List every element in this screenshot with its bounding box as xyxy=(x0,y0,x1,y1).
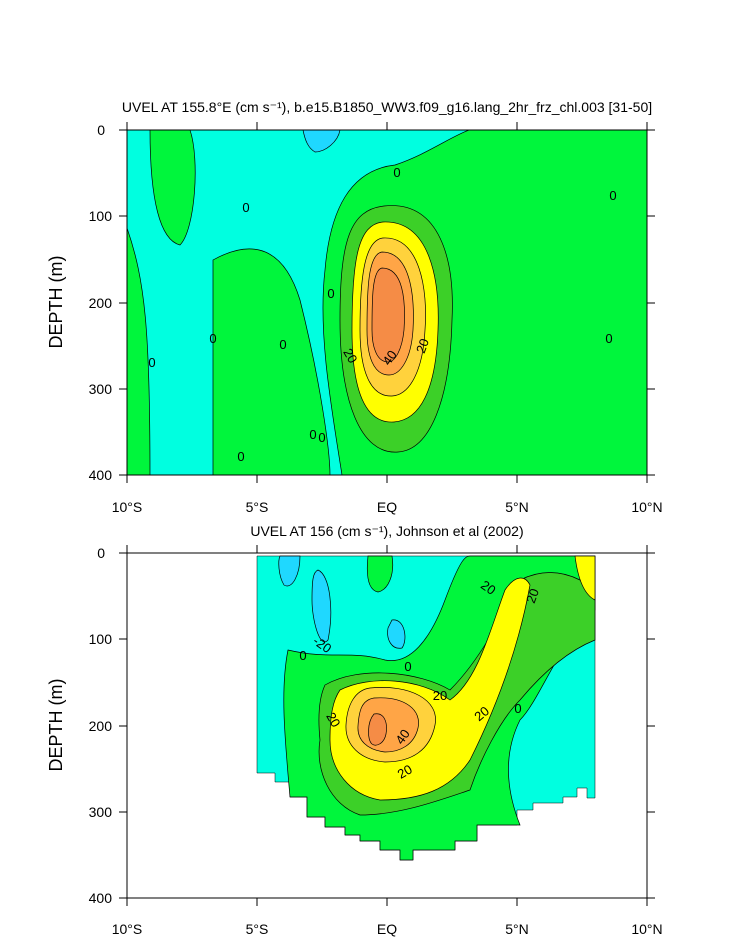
top-x-ticks xyxy=(126,122,648,483)
bottom-clabel-20-a: 20 xyxy=(478,577,498,598)
top-xlabel-10N: 10°N xyxy=(631,499,662,515)
bottom-fill-level-5 xyxy=(368,713,387,746)
top-clabel-0-g: 0 xyxy=(327,286,334,301)
bottom-clabel-0-b: 0 xyxy=(404,659,411,674)
top-clabel-0-j: 0 xyxy=(605,331,612,346)
top-contour-labels: 0 0 0 0 0 0 0 0 0 0 0 20 40 20 xyxy=(148,165,616,464)
bottom-xlabel-10N: 10°N xyxy=(631,921,662,937)
top-fill-level-5 xyxy=(371,267,405,363)
bottom-clabel-20-e: 20 xyxy=(323,710,343,730)
top-ylabel-400: 400 xyxy=(89,467,113,483)
top-contour-fill xyxy=(127,130,647,475)
bottom-fill-yellow-tongue xyxy=(574,555,596,601)
bottom-chart-title: UVEL AT 156 (cm s⁻¹), Johnson et al (200… xyxy=(250,523,523,539)
top-ylabel-100: 100 xyxy=(89,208,113,224)
bottom-xlabel-5N: 5°N xyxy=(505,921,529,937)
top-clabel-20-right: 20 xyxy=(413,336,432,355)
bottom-fill-top-green xyxy=(366,555,394,593)
bottom-fill-neg-patch-c xyxy=(278,555,301,587)
top-clabel-0-b: 0 xyxy=(209,331,216,346)
top-clabel-0-i: 0 xyxy=(609,188,616,203)
top-clabel-0-d: 0 xyxy=(279,337,286,352)
bottom-panel: UVEL AT 156 (cm s⁻¹), Johnson et al (200… xyxy=(46,523,663,937)
top-y-tick-labels: 0 100 200 300 400 xyxy=(89,122,113,483)
bottom-fill-neg-patch-a xyxy=(311,569,332,643)
bottom-y-ticks xyxy=(119,552,655,899)
bottom-contour-labels: -20 0 0 0 20 20 20 20 40 20 20 xyxy=(299,577,542,781)
top-fill-slanted-lobe xyxy=(212,248,331,475)
bottom-xlabel-5S: 5°S xyxy=(246,921,269,937)
top-xlabel-5S: 5°S xyxy=(246,499,269,515)
bottom-clabel-0-c: 0 xyxy=(514,701,521,716)
bottom-xlabel-EQ: EQ xyxy=(377,921,397,937)
top-xlabel-10S: 10°S xyxy=(112,499,143,515)
bottom-y-tick-labels: 0 100 200 300 400 xyxy=(89,545,113,906)
top-y-axis-title: DEPTH (m) xyxy=(46,256,66,349)
top-panel: UVEL AT 155.8°E (cm s⁻¹), b.e15.B1850_WW… xyxy=(46,99,663,515)
bottom-clabel-20-b: 20 xyxy=(523,586,542,605)
bottom-ylabel-200: 200 xyxy=(89,718,113,734)
bottom-clabel-0-a: 0 xyxy=(299,648,306,663)
top-clabel-0-f: 0 xyxy=(318,430,325,445)
top-fill-left-lobe xyxy=(127,227,151,475)
bottom-ylabel-400: 400 xyxy=(89,890,113,906)
top-clabel-20-left: 20 xyxy=(340,346,360,366)
top-clabel-0-a: 0 xyxy=(148,355,155,370)
bottom-y-axis-title: DEPTH (m) xyxy=(46,679,66,772)
bottom-clabel-20-c: 20 xyxy=(433,688,447,703)
top-chart-title: UVEL AT 155.8°E (cm s⁻¹), b.e15.B1850_WW… xyxy=(122,99,652,115)
top-xlabel-5N: 5°N xyxy=(505,499,529,515)
bottom-clabel-40: 40 xyxy=(392,726,413,746)
bottom-fill-neg-patch-b xyxy=(387,619,406,649)
top-clabel-40: 40 xyxy=(379,347,400,367)
top-y-ticks xyxy=(119,129,655,476)
top-ylabel-0: 0 xyxy=(97,122,105,138)
top-clabel-0-h: 0 xyxy=(393,165,400,180)
top-fill-upper-lobe xyxy=(149,130,196,246)
top-fill-negative-patch xyxy=(302,130,341,153)
top-ylabel-200: 200 xyxy=(89,295,113,311)
top-xlabel-EQ: EQ xyxy=(377,499,397,515)
bottom-contour-fill xyxy=(256,555,596,861)
bottom-clabel-20-f: 20 xyxy=(395,761,415,781)
top-clabel-0-c: 0 xyxy=(242,200,249,215)
bottom-ylabel-100: 100 xyxy=(89,631,113,647)
bottom-x-ticks xyxy=(126,545,648,906)
bottom-xlabel-10S: 10°S xyxy=(112,921,143,937)
top-ylabel-300: 300 xyxy=(89,381,113,397)
bottom-ylabel-300: 300 xyxy=(89,804,113,820)
top-x-tick-labels: 10°S 5°S EQ 5°N 10°N xyxy=(112,499,663,515)
bottom-ylabel-0: 0 xyxy=(97,545,105,561)
top-clabel-0-e: 0 xyxy=(237,449,244,464)
bottom-x-tick-labels: 10°S 5°S EQ 5°N 10°N xyxy=(112,921,663,937)
top-clabel-0-k: 0 xyxy=(309,427,316,442)
